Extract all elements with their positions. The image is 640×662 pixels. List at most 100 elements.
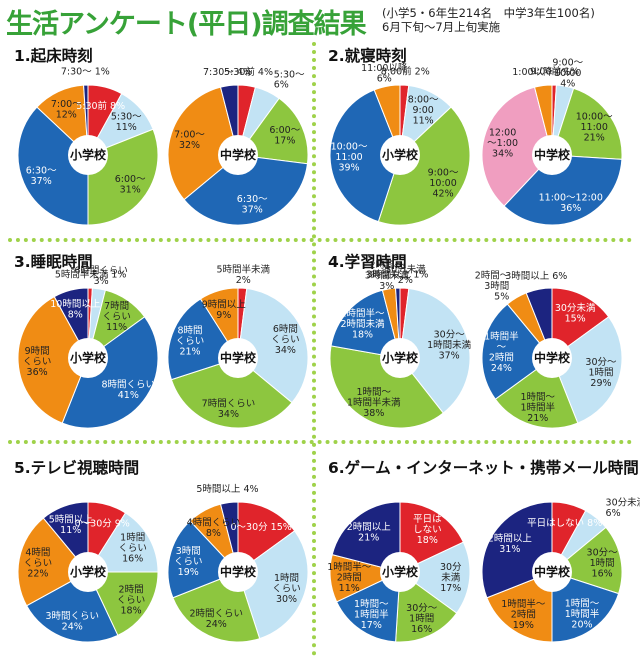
pie-slice [503,154,623,226]
pie-slice-label: 7:00～ 12% [51,99,82,121]
pie-center-hole [380,338,420,378]
pie-slice [551,287,610,359]
pie-slice-label: 1時間～ 1時間半未満 38% [347,387,401,419]
pie-slice-label: 12:00 ～1:00 34% [487,127,518,159]
pie-center-label: 小学校 [70,564,107,579]
pie-slice-label: 5:30前 8% [76,100,125,112]
pie-slice-label: 3時間以上 1% [366,270,428,281]
pie-slice [399,541,471,614]
pie-slice [330,289,401,359]
pie-slice-label: 30分～ 1時間 29% [585,357,617,389]
pie-slice-label: 8:00前 2% [381,66,430,78]
pie-slice [167,86,239,201]
pie-slice-label: 6:30～ 37% [26,166,57,188]
pie-slice [399,288,471,414]
pie-slice-label: 6:30～ 37% [237,194,268,216]
pie-chart-tv-elementary: 小学校 0～30分 9% 1時間くらい 16% 2時間くらい 18% 3時間くらい 24% 4時… [17,501,159,643]
pie-slice-label: 7時間くらい 34% [202,398,256,420]
pie-slice-label: 5時間以上 4% [196,484,258,495]
pie-slice [17,517,89,607]
divider-column [312,42,316,656]
pie-slice-label: 30分未満6% [606,497,640,520]
pie-center-label: 中学校 [220,147,257,162]
pie-slice-label: 2時間～ 3時間 5% [475,271,510,303]
pie-slice-label: 5:30前 4% [224,66,273,78]
pie-slice [237,287,309,404]
pie-chart-bed-junior-high: 中学校 9:00前 1%9:00～ 10:00 4% 10:00～ 11:00 21% 11:… [481,57,623,226]
page-title: 生活アンケート(平日)調査結果 [6,9,367,40]
pie-slice-label: 9:00～ 10:00 42% [428,167,459,199]
pie-chart-wake-elementary: 小学校 5:30前 8%5:30～ 11% 6:00～ 31% 6:30～ 37% 7:00～… [17,67,159,226]
pie-center-label: 小学校 [70,350,107,365]
pie-slice-label: 4時間くらい 22% [24,547,53,579]
pie-slice-label: 4時間くらい 8% [187,518,241,540]
pie-center-label: 中学校 [220,350,257,365]
pie-center-hole [68,338,108,378]
pie-chart-sleep-elementary: 小学校 5時間半未満 1%6時間くらい 3% 7時間くらい 11% 8時間くらい 41% 9時… [17,265,159,429]
pie-center-hole [380,135,420,175]
pie-center-hole [380,552,420,592]
pie-slice-label: 6時間くらい 3% [74,265,128,287]
pie-slice [329,89,401,223]
pie-center-hole [218,552,258,592]
pie-slice-label: 2時間以上 31% [488,534,533,556]
pie-slice-label: 5時間以上 11% [49,514,94,536]
pie-slice-label: 1時間くらい 16% [118,532,147,564]
pie-slice-label: 7時間くらい 11% [102,301,131,333]
pie-slice-label: 10時間以上 8% [50,299,101,321]
pie-slice-label: 30分未満 2% [385,263,426,286]
pie-slice-label: 11:00以降 6% [361,62,408,85]
pie-chart-study-junior-high: 中学校 30分未満 15% 30分～ 1時間 29% 1時間～ 1時間半 21%1時間半～ 2時間… [475,271,623,429]
panel-title-bed-time: 2.就寝時刻 [328,47,407,65]
divider-row-2 [8,440,632,444]
pie-slice-label: 9:00～ 10:00 4% [552,57,583,89]
pie-slice-label: 8時間くらい 21% [176,326,205,358]
pie-slice-label: 1時間半～ 2時間未満 18% [341,307,386,340]
pie-slice-label: 9:00前 1% [530,66,579,78]
panel-title-tv-hours: 5.テレビ視聴時間 [14,459,140,477]
pie-slice-label: 2時間～ 3時間未満 3% [365,260,410,292]
pie-slice-label: 30分未満 17% [440,562,462,594]
pie-slice [481,86,553,207]
pie-slice-label: 3時間以上 6% [505,271,567,282]
pie-slice-label: 5時間半未満 1% [55,269,127,281]
panel-title-sleep-hours: 3.睡眠時間 [14,253,93,271]
pie-center-label: 小学校 [382,350,419,365]
pie-slice [335,571,401,643]
pie-slice-label: 30分～ 1時間 16% [406,603,438,635]
pie-center-hole [532,338,572,378]
pie-slice-label: 3時間くらい 24% [45,611,99,633]
pie-slice-label: 8:00～ 9:00 11% [408,95,439,127]
pie-slice-label: 6時間くらい 34% [271,324,300,356]
pie-center-label: 中学校 [534,350,571,365]
pie-center-hole [68,552,108,592]
pie-slice-label: 30分～ 1時間 16% [587,547,619,579]
pie-chart-wake-junior-high: 中学校 5:30前 4% 5:30～ 6% 6:00～ 17% 6:30～ 37% 7:00～ 3… [167,66,309,226]
pie-center-label: 中学校 [534,147,571,162]
pie-slice [551,571,620,643]
pie-center-hole [218,338,258,378]
pie-chart-sleep-junior-high: 中学校 5時間半未満 2% 6時間くらい 34% 7時間くらい 34% 8時間くらい 21% 9時… [167,263,309,429]
pie-slice [87,512,159,573]
pie-slice-label: 5:30～ 6% [274,69,305,91]
pie-slice [395,571,458,643]
pie-center-hole [532,135,572,175]
pie-slice-label: 6:00～ 17% [269,125,300,147]
pie-slice-label: 7:00～ 32% [174,129,205,151]
pie-slice-label: 平日はしない 8% [527,518,602,529]
panel-title-game-internet-hours: 6.ゲーム・インターネット・携帯メール時間 [328,459,639,477]
pie-center-hole [68,135,108,175]
pie-slice [61,316,159,429]
pie-slice-label: 11:00～12:00 36% [539,193,603,215]
pie-chart-study-elementary: 小学校 30分未満 2% 30分～ 1時間未満 37% 1時間～ 1時間半未満 38% 1時間半～… [329,260,472,429]
pie-slice [486,571,553,643]
pie-slice [237,501,296,573]
pie-slice [87,571,159,637]
pie-slice-label: 30分未満 15% [555,302,596,325]
pie-center-label: 小学校 [382,564,419,579]
pie-center-hole [532,552,572,592]
pie-chart-tv-junior-high: 中学校 0～30分 15% 1時間くらい 30% 2時間くらい 24% 3時間くらい 19% 4… [167,484,309,643]
pie-slice-label: 7:30～ 1% [61,67,110,78]
pie-slice-label: 0～30分 15% [231,522,292,533]
